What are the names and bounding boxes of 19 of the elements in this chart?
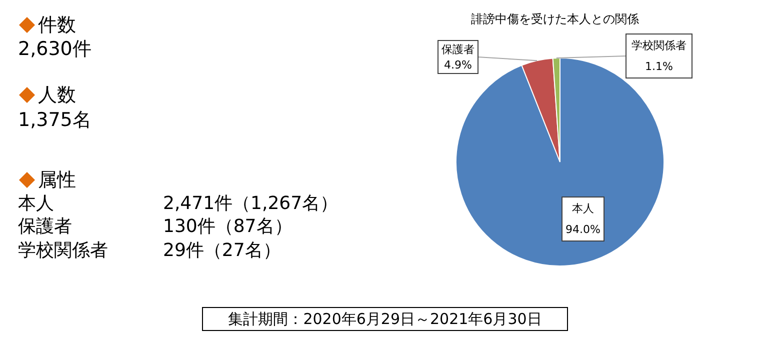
slice-label: 学校関係者 (632, 39, 686, 52)
text: 29件（27名） (163, 239, 281, 263)
text: 属性 (38, 168, 76, 192)
text: 1,375名 (18, 108, 92, 132)
slice-label: 本人 (572, 202, 594, 216)
chart-title: 誹謗中傷を受けた本人との関係 (470, 11, 640, 28)
text: 保護者 (18, 215, 72, 239)
text: 2,471件（1,267名） (163, 192, 338, 216)
text: 集計期間：2020年6月29日～2021年6月30日 (228, 310, 542, 328)
data-label: 4.9% (444, 58, 472, 72)
text: 人数 (38, 82, 76, 108)
text: 130件（87名） (163, 215, 292, 239)
data-label: 94.0% (566, 223, 600, 236)
text: 学校関係者 (18, 239, 108, 263)
text: 件数 (38, 12, 76, 38)
data-label: 1.1% (645, 60, 673, 74)
text: 2,630件 (18, 36, 92, 62)
text: 本人 (18, 192, 54, 216)
slice-label: 保護者 (442, 42, 474, 56)
